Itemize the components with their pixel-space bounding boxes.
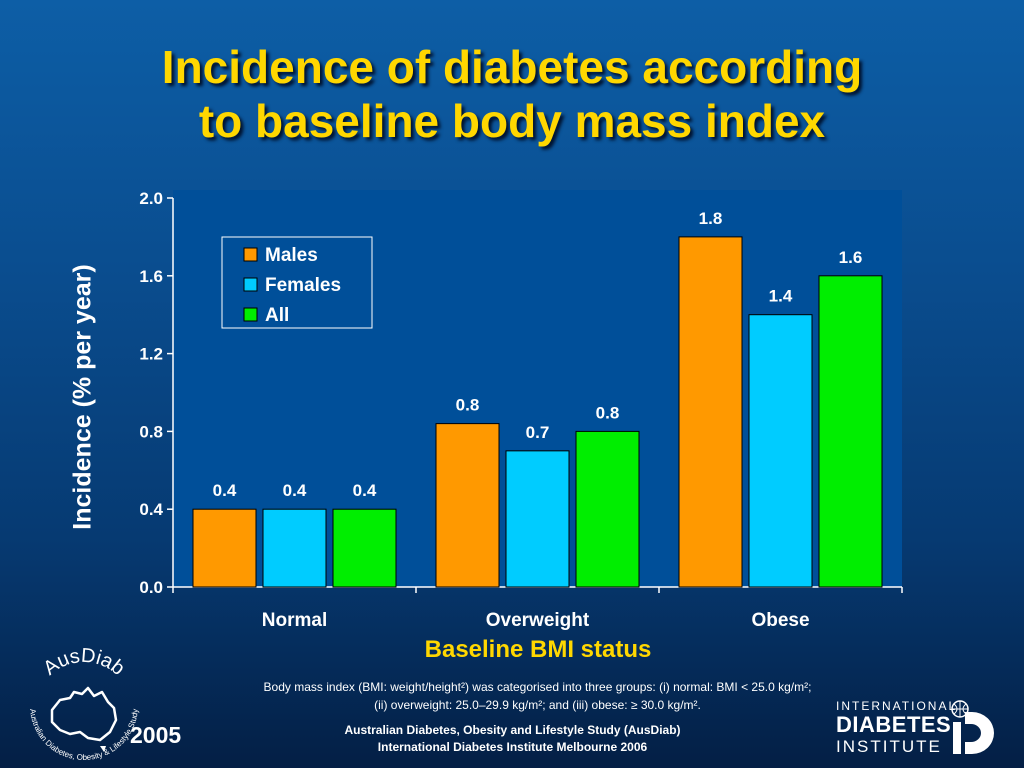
idi-monogram-icon: [951, 700, 994, 754]
bar-males-overweight: [435, 423, 500, 588]
tasmania-icon: [100, 746, 106, 752]
data-label: 0.7: [526, 423, 550, 442]
x-category-label: Obese: [751, 610, 809, 631]
bar-females-obese: [748, 314, 813, 588]
y-tick-label: 1.6: [139, 267, 163, 286]
note-line-1: Body mass index (BMI: weight/height²) wa…: [263, 680, 812, 694]
idi-wordmark: INTERNATIONAL DIABETES INSTITUTE: [836, 700, 957, 755]
idi-wordmark-institute: INSTITUTE: [836, 737, 942, 756]
data-label: 0.4: [213, 481, 237, 500]
x-axis-label: Baseline BMI status: [424, 636, 652, 663]
x-category-label: Normal: [262, 610, 327, 631]
data-label: 0.4: [353, 481, 377, 500]
y-tick-label: 2.0: [139, 189, 163, 208]
year-label: 2005: [130, 722, 182, 748]
bar-males-obese: [678, 236, 743, 588]
bar-females-normal: [262, 508, 327, 588]
slide-title: Incidence of diabetes according to basel…: [0, 40, 1024, 148]
data-label: 1.4: [769, 287, 793, 306]
footer-line-2: International Diabetes Institute Melbour…: [377, 740, 648, 754]
y-tick-label: 0.0: [139, 578, 163, 597]
y-tick-label: 0.4: [139, 500, 163, 519]
y-tick-label: 0.8: [139, 422, 163, 441]
australia-map-icon: [50, 686, 118, 742]
legend-box: [221, 236, 373, 329]
bar-females-overweight: [505, 450, 570, 588]
bar-males-normal: [192, 508, 257, 588]
idi-logo: INTERNATIONAL DIABETES INSTITUTE: [836, 700, 996, 756]
source-footer: Australian Diabetes, Obesity and Lifesty…: [250, 722, 775, 756]
legend-label-all: All: [265, 305, 289, 326]
y-axis-label: Incidence (% per year): [68, 264, 97, 530]
x-category-label: Overweight: [486, 610, 590, 631]
legend-swatch-females: [243, 277, 258, 292]
bar-all-normal: [332, 508, 397, 588]
bmi-definition-note: Body mass index (BMI: weight/height²) wa…: [150, 678, 925, 714]
note-line-2: (ii) overweight: 25.0–29.9 kg/m²; and (i…: [374, 698, 701, 712]
slide-title-line-2: to baseline body mass index: [198, 95, 826, 147]
idi-wordmark-international: INTERNATIONAL: [836, 699, 958, 713]
ausdiab-logo: AusDiab Australian Diabetes, Obesity & L…: [28, 648, 140, 762]
ausdiab-name: AusDiab: [39, 648, 128, 680]
data-label: 0.8: [456, 396, 480, 415]
data-label: 1.6: [839, 248, 863, 267]
data-label: 0.8: [596, 403, 620, 422]
footer-line-1: Australian Diabetes, Obesity and Lifesty…: [344, 723, 681, 737]
data-label: 0.4: [283, 481, 307, 500]
data-label: 1.8: [699, 209, 723, 228]
bar-all-obese: [818, 275, 883, 588]
bar-chart: 0.0 0.4 0.8 1.2 1.6 2.0 0.4 0.4 0.4 Normal 0.8 0.7 0…: [139, 189, 902, 631]
legend-label-males: Males: [265, 245, 318, 266]
legend-swatch-all: [243, 307, 258, 322]
y-tick-label: 1.2: [139, 345, 163, 364]
idi-wordmark-diabetes: DIABETES: [836, 712, 952, 737]
bar-all-overweight: [575, 430, 640, 588]
legend-label-females: Females: [265, 275, 341, 296]
legend-swatch-males: [243, 247, 258, 262]
slide-title-line-1: Incidence of diabetes according: [161, 41, 863, 93]
